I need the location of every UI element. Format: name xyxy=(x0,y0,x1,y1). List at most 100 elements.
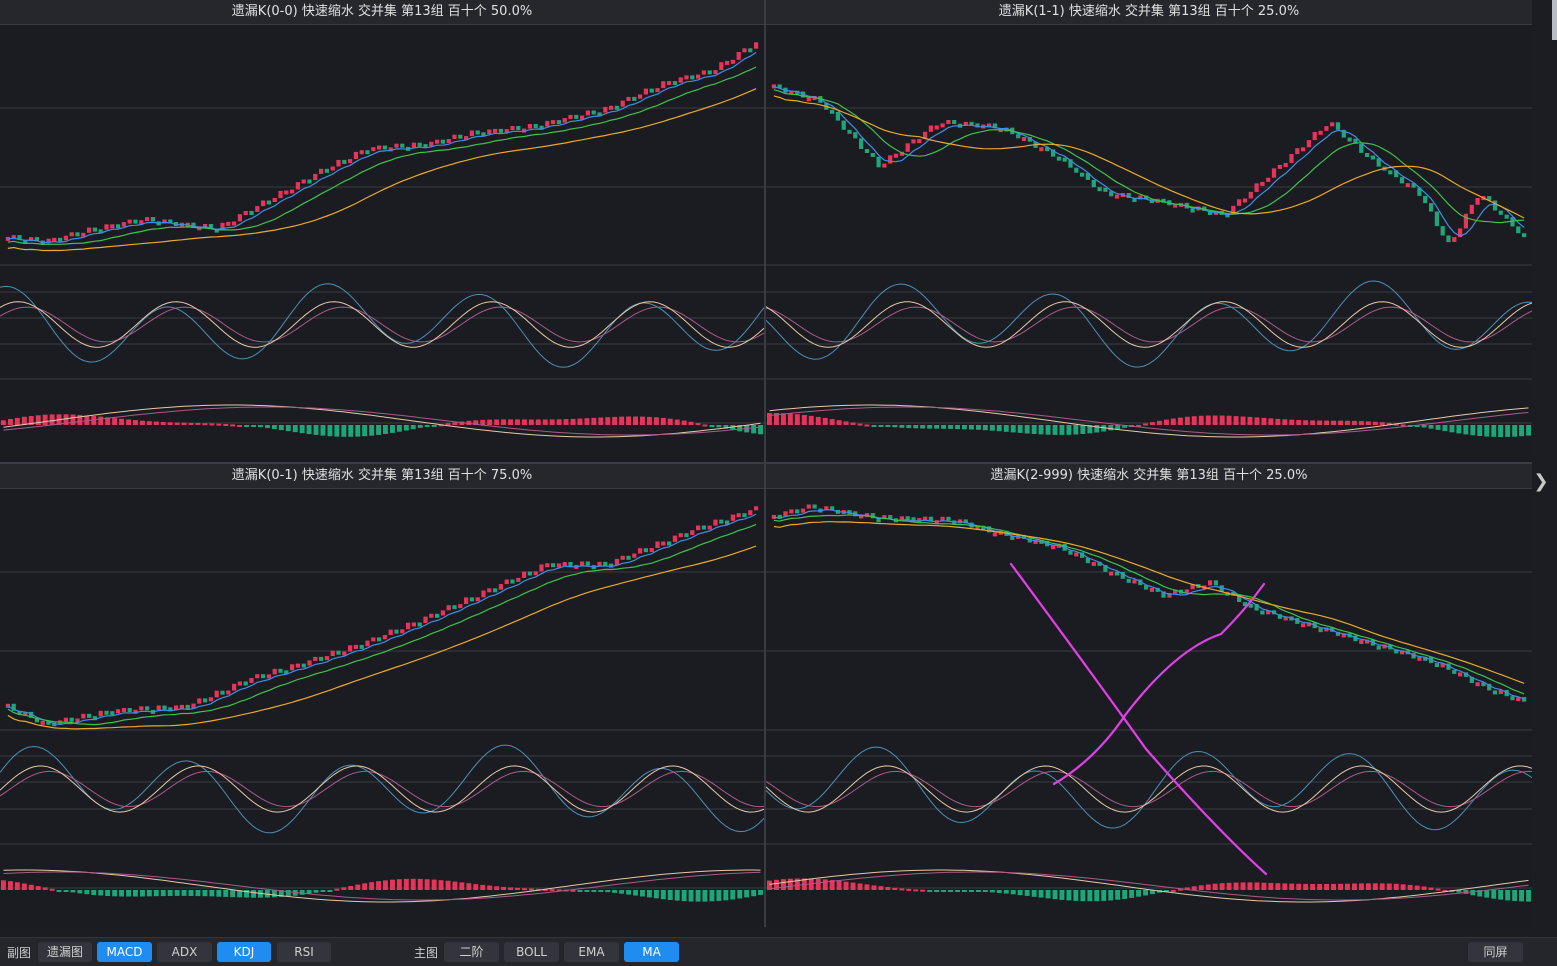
sub-btn-rsi[interactable]: RSI xyxy=(277,942,331,962)
macd-bar xyxy=(98,890,104,896)
candle xyxy=(568,562,573,567)
candle xyxy=(46,238,51,244)
ma-line xyxy=(7,513,757,726)
candle xyxy=(1149,587,1154,592)
candle xyxy=(1144,195,1149,200)
macd-bar xyxy=(105,417,111,425)
macd-bar xyxy=(188,890,194,896)
same-screen-button[interactable]: 同屏 xyxy=(1468,942,1523,962)
chart-panel-top-left[interactable]: 遗漏K(0-0) 快速缩水 交并集 第13组 百十个 50.0% xyxy=(0,0,764,462)
macd-bar xyxy=(801,415,807,425)
candle xyxy=(1324,627,1329,632)
macd-bar xyxy=(591,417,597,425)
macd-bar xyxy=(167,890,173,896)
candle xyxy=(63,717,68,722)
candlestick-chart[interactable] xyxy=(766,489,1532,927)
candle xyxy=(1138,579,1143,586)
macd-bar xyxy=(1491,890,1497,899)
candle xyxy=(1423,656,1428,661)
candle xyxy=(1254,604,1259,611)
macd-bar xyxy=(1024,890,1030,896)
candle xyxy=(203,224,208,228)
macd-bar xyxy=(681,890,687,902)
macd-bar xyxy=(612,416,618,425)
macd-dif-line xyxy=(3,869,761,903)
chart-panel-bottom-right[interactable]: 遗漏K(2-999) 快速缩水 交并集 第13组 百十个 25.0% xyxy=(766,464,1532,927)
macd-bar xyxy=(362,883,368,890)
candle xyxy=(777,514,782,519)
candle xyxy=(69,232,74,237)
candle xyxy=(11,703,16,711)
chart-panel-bottom-left[interactable]: 遗漏K(0-1) 快速缩水 交并集 第13组 百十个 75.0% xyxy=(0,464,764,927)
macd-bar xyxy=(1303,420,1309,425)
candle xyxy=(243,211,248,215)
candle xyxy=(1318,628,1323,633)
macd-bar xyxy=(1331,420,1336,425)
chevron-right-icon[interactable]: ❯ xyxy=(1533,471,1549,492)
macd-bar xyxy=(1324,884,1329,890)
candle xyxy=(290,664,295,671)
candle xyxy=(394,143,399,148)
macd-dea-line xyxy=(3,871,761,901)
macd-bar xyxy=(153,890,159,897)
candlestick-chart[interactable] xyxy=(0,25,764,462)
macd-bar xyxy=(1045,425,1051,435)
sub-btn-macd[interactable]: MACD xyxy=(97,942,152,962)
candle xyxy=(1132,198,1137,202)
candle xyxy=(1190,584,1195,590)
candle xyxy=(859,138,864,149)
candle xyxy=(133,219,138,224)
main-chart-label: 主图 xyxy=(414,946,439,960)
candle xyxy=(1283,616,1288,621)
candle xyxy=(1498,210,1503,215)
candle xyxy=(92,716,97,721)
main-btn-ema[interactable]: EMA xyxy=(564,942,619,962)
sub-btn-kdj[interactable]: KDJ xyxy=(217,942,271,962)
candle xyxy=(643,548,648,553)
candle xyxy=(539,125,544,130)
macd-bar xyxy=(21,883,27,890)
candle xyxy=(1283,163,1288,167)
macd-bar xyxy=(1435,888,1441,891)
candle xyxy=(185,704,190,709)
sub-btn-adx[interactable]: ADX xyxy=(157,942,212,962)
main-btn-ma[interactable]: MA xyxy=(624,942,679,962)
candle xyxy=(806,504,811,509)
sub-btn-omission[interactable]: 遗漏图 xyxy=(38,942,92,962)
chart-panel-top-right[interactable]: 遗漏K(1-1) 快速缩水 交并集 第13组 百十个 25.0% xyxy=(766,0,1532,462)
candle xyxy=(336,159,341,167)
macd-bar xyxy=(1428,425,1434,429)
horizontal-splitter[interactable] xyxy=(0,462,1532,464)
candle xyxy=(162,705,167,710)
candle xyxy=(23,711,28,716)
macd-bar xyxy=(369,882,375,890)
candle xyxy=(911,139,916,144)
candlestick-chart[interactable] xyxy=(0,489,764,927)
macd-bar xyxy=(424,879,430,890)
macd-bar xyxy=(181,890,187,896)
candlestick-chart[interactable] xyxy=(766,25,1532,462)
macd-bar xyxy=(934,425,940,429)
macd-bar xyxy=(417,878,423,890)
candle xyxy=(963,121,968,126)
main-btn-second-order[interactable]: 二阶 xyxy=(444,942,499,962)
macd-bar xyxy=(1261,417,1267,425)
candle xyxy=(1306,622,1311,627)
macd-bar xyxy=(1073,890,1079,901)
candle xyxy=(1219,585,1224,593)
macd-bar xyxy=(1365,883,1371,890)
candle xyxy=(1481,682,1486,687)
macd-bar xyxy=(1400,424,1406,427)
macd-bar xyxy=(1003,425,1009,432)
main-btn-boll[interactable]: BOLL xyxy=(504,942,559,962)
macd-bar xyxy=(836,420,842,425)
macd-bar xyxy=(1254,417,1260,425)
macd-bar xyxy=(1073,425,1079,435)
macd-bar xyxy=(133,420,138,425)
candle xyxy=(690,75,695,80)
candle xyxy=(423,144,428,149)
macd-bar xyxy=(737,890,743,899)
macd-bar xyxy=(1094,890,1100,902)
candle xyxy=(754,506,759,511)
candle xyxy=(1051,149,1056,157)
